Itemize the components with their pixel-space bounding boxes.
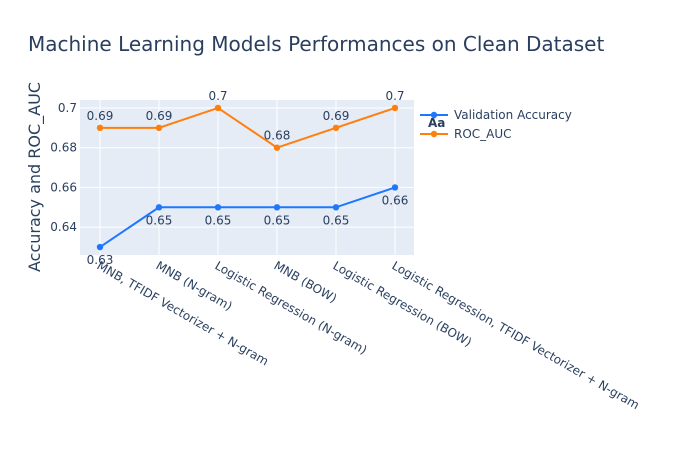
series-layer [96,104,399,251]
chart-title: Machine Learning Models Performances on … [28,32,604,56]
data-point [155,124,163,132]
data-point [332,124,340,132]
data-label: 0.7 [385,89,404,103]
series-line [100,106,396,149]
data-point [214,204,222,211]
plot-area [80,100,414,255]
legend-label: Validation Accuracy [454,108,572,122]
data-label: 0.7 [208,89,227,103]
data-label: 0.65 [323,213,350,227]
data-point [96,124,104,132]
y-tick-label: 0.64 [50,220,77,234]
legend-badge: Aa [428,116,445,130]
data-label: 0.69 [146,109,173,123]
data-labels: 0.63 0.65 0.65 0.65 0.65 0.66 0.69 0.69 0.7 0.68 0… [87,89,409,267]
legend-label: ROC_AUC [454,127,512,141]
data-point [391,104,399,112]
data-label: 0.69 [323,109,350,123]
data-point [155,204,163,211]
series-line [99,186,396,248]
y-axis-ticks: 0.64 0.66 0.68 0.7 [50,101,77,234]
y-tick-label: 0.68 [50,141,77,155]
legend-swatch-marker [430,111,438,119]
legend[interactable]: Aa Validation Accuracy ROC_AUC [420,108,572,141]
data-point [214,104,222,112]
data-label: 0.65 [264,213,291,227]
y-tick-label: 0.7 [58,101,77,115]
data-label: 0.66 [382,193,409,207]
data-label: 0.68 [264,129,291,143]
y-axis-title: Accuracy and ROC_AUC [25,82,45,272]
data-label: 0.65 [146,213,173,227]
data-point [273,204,281,211]
y-tick-label: 0.66 [50,180,77,194]
legend-swatch-marker [430,130,438,138]
data-point [273,144,281,151]
data-label: 0.69 [87,109,114,123]
data-point [96,243,104,251]
data-point [332,204,340,211]
data-label: 0.65 [205,213,232,227]
data-label: 0.63 [87,253,114,267]
data-point [391,184,399,191]
